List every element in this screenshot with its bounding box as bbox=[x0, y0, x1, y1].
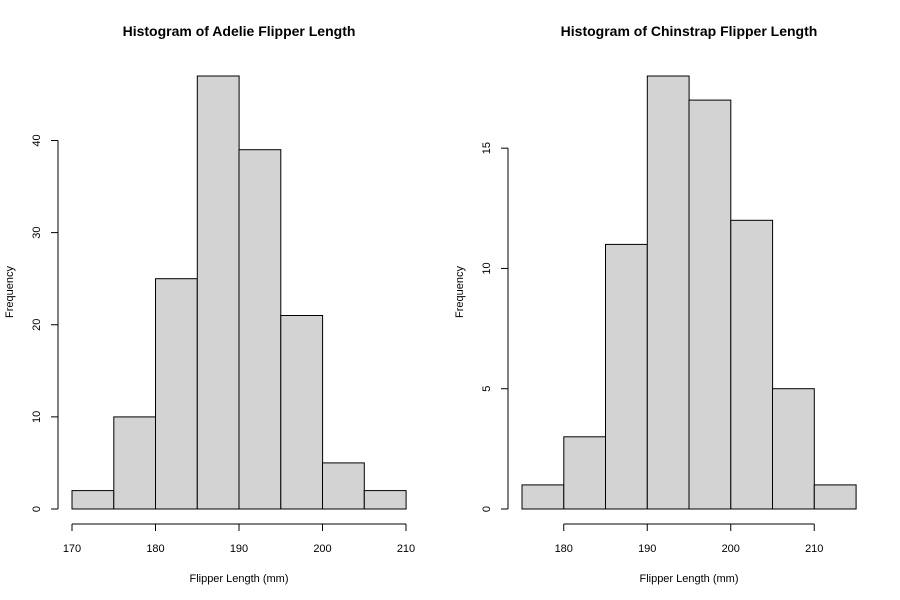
histogram-bar bbox=[646, 75, 690, 510]
y-tick-label: 0 bbox=[481, 506, 493, 512]
histogram-bar bbox=[363, 490, 407, 510]
x-tick-label: 210 bbox=[397, 543, 415, 555]
x-tick-label: 190 bbox=[230, 543, 248, 555]
y-tick-label: 20 bbox=[31, 319, 43, 331]
x-tick-label: 180 bbox=[146, 543, 164, 555]
histogram-bar bbox=[322, 462, 365, 510]
histogram-bar bbox=[688, 99, 732, 510]
chinstrap-histogram-panel: Histogram of Chinstrap Flipper Length Fl… bbox=[454, 23, 857, 585]
y-tick-label: 10 bbox=[481, 262, 493, 274]
x-tick-label: 190 bbox=[638, 543, 656, 555]
y-tick-label: 40 bbox=[31, 134, 43, 146]
histogram-bar bbox=[521, 484, 565, 510]
histogram-bar bbox=[238, 149, 282, 510]
x-axis-label: Flipper Length (mm) bbox=[189, 573, 288, 585]
histogram-bar bbox=[563, 436, 607, 510]
y-tick-label: 10 bbox=[31, 411, 43, 423]
histogram-bar bbox=[71, 490, 115, 510]
x-tick-label: 180 bbox=[555, 543, 573, 555]
x-axis-label: Flipper Length (mm) bbox=[639, 573, 738, 585]
histogram-bar bbox=[772, 388, 815, 510]
x-tick-label: 200 bbox=[722, 543, 740, 555]
histogram-bar bbox=[813, 484, 857, 510]
y-tick-label: 30 bbox=[31, 226, 43, 238]
chart-title: Histogram of Adelie Flipper Length bbox=[123, 23, 356, 39]
histogram-bar bbox=[196, 75, 240, 510]
y-axis-label: Frequency bbox=[454, 266, 466, 318]
histogram-bar bbox=[730, 219, 774, 510]
y-axis-label: Frequency bbox=[4, 266, 16, 318]
chart-title: Histogram of Chinstrap Flipper Length bbox=[561, 23, 818, 39]
histogram-bar bbox=[155, 278, 198, 510]
x-tick-label: 200 bbox=[313, 543, 331, 555]
y-tick-label: 0 bbox=[31, 506, 43, 512]
y-tick-label: 5 bbox=[481, 386, 493, 392]
histogram-bar bbox=[605, 243, 648, 510]
x-tick-label: 170 bbox=[63, 543, 81, 555]
x-tick-label: 210 bbox=[805, 543, 823, 555]
y-tick-label: 15 bbox=[481, 142, 493, 154]
adelie-histogram-panel: Histogram of Adelie Flipper Length Flipp… bbox=[4, 23, 415, 585]
histogram-bar bbox=[280, 315, 324, 510]
histogram-bar bbox=[113, 416, 157, 510]
